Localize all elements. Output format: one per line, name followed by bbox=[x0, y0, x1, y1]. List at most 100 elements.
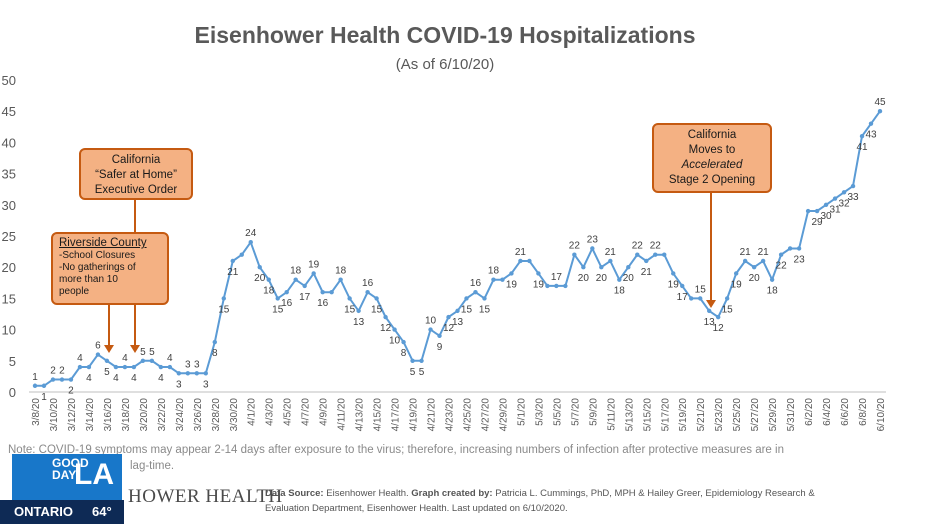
data-label: 15 bbox=[272, 304, 284, 315]
data-point bbox=[131, 364, 137, 370]
data-source-footer: Data Source: Eisenhower Health. Graph cr… bbox=[265, 486, 885, 516]
data-label: 5 bbox=[410, 367, 416, 378]
data-point bbox=[365, 289, 370, 295]
data-label: 4 bbox=[113, 373, 119, 384]
data-label: 5 bbox=[140, 347, 146, 358]
data-point bbox=[724, 296, 730, 301]
data-point bbox=[653, 252, 658, 257]
logo-good: GOOD bbox=[52, 456, 89, 470]
note-line: lag-time. bbox=[130, 460, 175, 472]
stage2-arrowhead bbox=[706, 300, 716, 308]
x-tick-label: 3/22/20 bbox=[157, 398, 168, 432]
data-point bbox=[266, 277, 271, 282]
x-tick-label: 3/26/20 bbox=[193, 398, 204, 432]
data-point bbox=[581, 265, 586, 270]
x-tick-label: 3/20/20 bbox=[139, 398, 150, 432]
x-tick-label: 3/10/20 bbox=[49, 398, 60, 432]
data-point bbox=[868, 121, 874, 126]
data-label: 15 bbox=[695, 284, 707, 295]
data-point bbox=[122, 364, 128, 370]
chart-note: Note: COVID-19 symptoms may appear 2-14 … bbox=[8, 442, 888, 474]
data-label: 2 bbox=[50, 366, 56, 377]
x-tick-label: 5/17/20 bbox=[660, 398, 671, 432]
data-label: 32 bbox=[838, 198, 850, 209]
x-tick-label: 5/21/20 bbox=[696, 398, 707, 432]
source-label: Data Source: bbox=[265, 488, 324, 499]
x-tick-label: 4/27/20 bbox=[480, 398, 491, 432]
x-tick-label: 4/17/20 bbox=[391, 398, 402, 432]
data-point bbox=[850, 183, 856, 189]
x-tick-label: 4/21/20 bbox=[427, 398, 438, 432]
data-point bbox=[814, 208, 820, 214]
data-label: 10 bbox=[389, 336, 401, 347]
data-point bbox=[455, 308, 460, 314]
data-label: 22 bbox=[632, 241, 644, 252]
x-tick-label: 3/30/20 bbox=[229, 398, 240, 432]
data-label: 2 bbox=[59, 366, 65, 377]
series-layer bbox=[32, 109, 883, 388]
data-label: 9 bbox=[437, 342, 443, 353]
x-tick-label: 5/23/20 bbox=[714, 398, 725, 432]
y-tick-label: 45 bbox=[2, 104, 16, 119]
x-tick-label: 5/31/20 bbox=[786, 398, 797, 432]
data-point bbox=[796, 246, 802, 251]
data-label: 13 bbox=[452, 317, 464, 328]
x-tick-label: 4/23/20 bbox=[445, 398, 456, 432]
x-tick-label: 5/5/20 bbox=[552, 398, 563, 426]
data-point bbox=[140, 358, 146, 363]
created-label: Graph created by: bbox=[411, 488, 493, 499]
data-point bbox=[320, 289, 325, 295]
x-tick-label: 5/25/20 bbox=[732, 398, 743, 432]
data-point bbox=[617, 277, 622, 282]
data-label: 16 bbox=[281, 298, 293, 309]
data-point bbox=[760, 258, 766, 264]
data-label: 12 bbox=[443, 323, 455, 334]
data-point bbox=[671, 271, 676, 276]
x-tick-label: 6/6/20 bbox=[840, 398, 851, 426]
x-tick-label: 4/9/20 bbox=[319, 398, 330, 426]
data-point bbox=[293, 277, 298, 282]
data-label: 16 bbox=[362, 278, 374, 289]
data-point bbox=[500, 277, 505, 282]
data-label: 3 bbox=[176, 379, 182, 390]
x-tick-label: 4/7/20 bbox=[301, 398, 312, 426]
data-point bbox=[239, 252, 244, 257]
data-point bbox=[383, 314, 388, 320]
data-label: 6 bbox=[95, 341, 101, 352]
data-point bbox=[59, 377, 65, 382]
data-point bbox=[257, 265, 262, 270]
x-tick-label: 5/13/20 bbox=[624, 398, 635, 432]
data-label: 15 bbox=[371, 304, 383, 315]
x-tick-label: 6/10/20 bbox=[876, 398, 887, 432]
data-label: 12 bbox=[713, 323, 725, 334]
logo-la: LA bbox=[74, 458, 114, 491]
data-point bbox=[203, 371, 208, 376]
data-point bbox=[410, 358, 415, 363]
data-label: 4 bbox=[158, 373, 164, 384]
data-point bbox=[527, 258, 532, 264]
data-point bbox=[149, 358, 155, 363]
data-point bbox=[680, 283, 685, 289]
data-label: 15 bbox=[722, 304, 734, 315]
data-point bbox=[158, 364, 164, 370]
y-tick-label: 40 bbox=[2, 135, 16, 150]
callout-line: -School Closures bbox=[59, 250, 136, 261]
data-point bbox=[473, 289, 478, 295]
x-tick-label: 6/4/20 bbox=[822, 398, 833, 426]
data-label: 20 bbox=[578, 273, 590, 284]
x-tick-label: 4/11/20 bbox=[337, 398, 348, 431]
data-label: 16 bbox=[317, 298, 329, 309]
data-label: 3 bbox=[185, 359, 191, 370]
y-tick-label: 35 bbox=[2, 167, 16, 182]
safer-at-home-arrowhead bbox=[130, 345, 140, 353]
x-tick-label: 5/19/20 bbox=[678, 398, 689, 432]
data-point bbox=[662, 252, 667, 257]
data-point bbox=[167, 364, 173, 370]
x-tick-label: 5/27/20 bbox=[750, 398, 761, 432]
data-point bbox=[185, 371, 191, 376]
x-tick-label: 5/11/20 bbox=[606, 398, 617, 431]
callout-line: California bbox=[111, 154, 161, 166]
x-tick-label: 3/8/20 bbox=[31, 398, 42, 426]
y-tick-label: 5 bbox=[9, 354, 16, 369]
